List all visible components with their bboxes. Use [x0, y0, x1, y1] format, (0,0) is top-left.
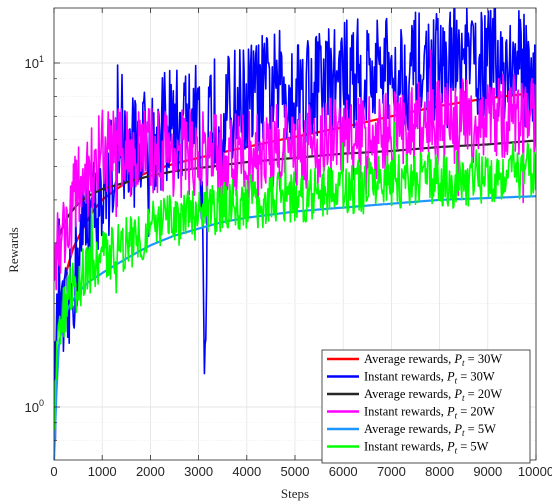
x-axis-title: Steps — [281, 486, 309, 501]
x-tick-label: 8000 — [425, 464, 454, 479]
legend-entry: Average rewards, Pt = 30W — [364, 352, 502, 368]
x-tick-label: 2000 — [136, 464, 165, 479]
legend-box — [321, 349, 531, 464]
axes: 0 1000 2000 3000 4000 5000 6000 7000 8000 9000 100… — [25, 8, 552, 479]
series-line-4 — [54, 49, 536, 291]
x-tick-label: 7000 — [377, 464, 406, 479]
legend-entry: Instant rewards, Pt = 5W — [364, 440, 489, 456]
x-tick-label: 4000 — [232, 464, 261, 479]
y-tick-label: 100 — [25, 398, 44, 415]
legend-entry: Instant rewards, Pt = 20W — [364, 405, 495, 421]
y-axis-title: Rewards — [6, 227, 21, 273]
x-tick-label: 1000 — [88, 464, 117, 479]
x-tick-label: 3000 — [184, 464, 213, 479]
x-tick-label: 9000 — [473, 464, 502, 479]
legend-entry: Average rewards, Pt = 5W — [364, 422, 496, 438]
legend-entry: Instant rewards, Pt = 30W — [364, 370, 495, 386]
series-lines — [54, 8, 536, 460]
series-line-6 — [54, 121, 536, 430]
x-tick-label: 5000 — [281, 464, 310, 479]
x-tick-label: 6000 — [329, 464, 358, 479]
y-tick-label: 101 — [25, 54, 44, 71]
legend: Average rewards, Pt = 30W Instant rewards… — [321, 349, 531, 464]
x-tick-label: 0 — [50, 464, 57, 479]
x-tick-label: 10000 — [518, 464, 552, 479]
legend-entry: Average rewards, Pt = 20W — [364, 387, 502, 403]
